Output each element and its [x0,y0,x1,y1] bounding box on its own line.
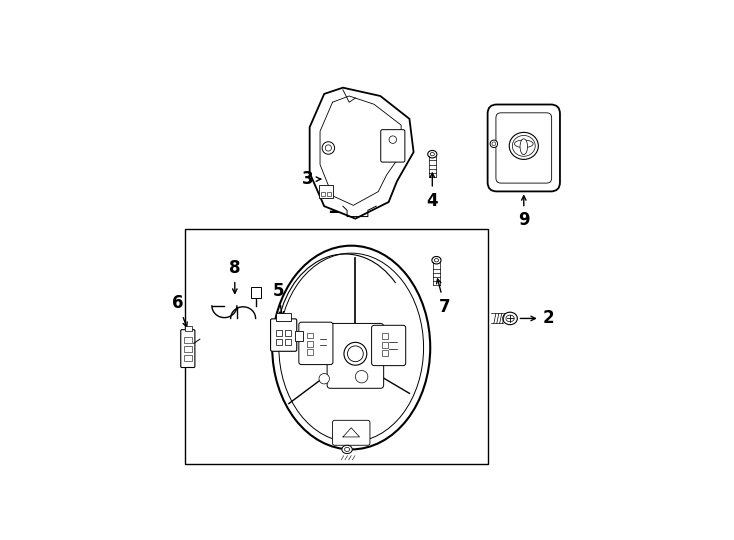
FancyBboxPatch shape [327,323,384,388]
Bar [252,287,261,298]
Ellipse shape [342,446,352,454]
Bar [295,331,302,341]
Text: 7: 7 [437,279,451,316]
Bar [184,337,192,342]
Text: 6: 6 [172,294,187,327]
Text: 9: 9 [518,195,530,230]
Ellipse shape [520,139,528,154]
Text: 4: 4 [426,173,438,210]
Ellipse shape [319,374,330,384]
Bar [319,185,333,198]
Bar [307,349,313,355]
Bar [285,339,291,346]
Bar [382,333,388,339]
Ellipse shape [344,342,367,365]
Bar [184,346,192,352]
Bar [382,342,388,348]
Bar [277,329,282,336]
FancyBboxPatch shape [371,325,406,366]
FancyBboxPatch shape [333,420,370,445]
Ellipse shape [322,141,335,154]
Bar [307,333,313,339]
Ellipse shape [432,256,441,264]
Ellipse shape [490,140,498,147]
Bar [382,350,388,356]
Ellipse shape [428,151,437,158]
Ellipse shape [347,346,363,362]
FancyBboxPatch shape [299,322,333,365]
Bar [321,192,325,196]
Text: 8: 8 [229,259,241,293]
Bar [327,192,331,196]
Ellipse shape [430,152,435,156]
FancyBboxPatch shape [181,329,195,368]
Bar [277,339,282,346]
Ellipse shape [355,370,368,383]
Bar [277,313,291,321]
Ellipse shape [503,312,517,325]
Ellipse shape [389,136,396,144]
Bar [185,229,488,464]
Bar [307,341,313,347]
Polygon shape [310,87,413,219]
FancyBboxPatch shape [496,113,552,183]
Bar [184,355,192,361]
Text: 1: 1 [327,199,338,217]
FancyBboxPatch shape [381,130,405,162]
Text: 5: 5 [273,282,284,316]
Text: 3: 3 [302,170,321,188]
Ellipse shape [515,140,533,147]
FancyBboxPatch shape [487,105,560,191]
FancyBboxPatch shape [271,319,297,352]
Bar [185,326,192,331]
Ellipse shape [509,132,538,159]
Ellipse shape [325,145,332,151]
Ellipse shape [344,447,349,451]
Ellipse shape [492,142,495,146]
Ellipse shape [435,259,438,262]
Ellipse shape [512,136,535,156]
Ellipse shape [506,315,515,322]
Bar [285,329,291,336]
Text: 2: 2 [520,309,554,327]
Ellipse shape [272,246,430,449]
